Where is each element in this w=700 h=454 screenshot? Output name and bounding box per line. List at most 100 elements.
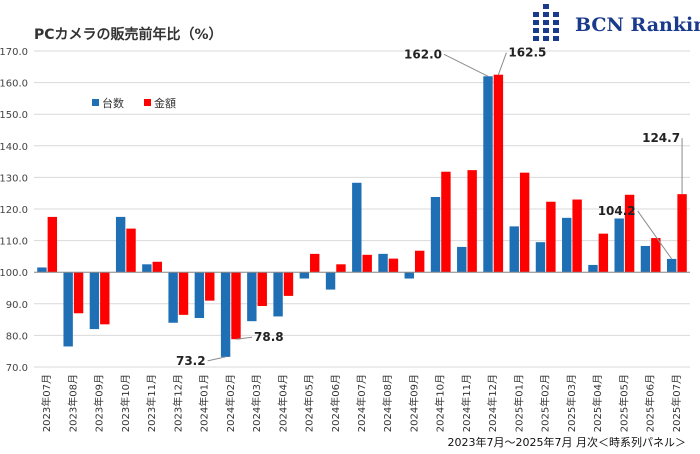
amount-bar — [414, 250, 425, 273]
x-tick-label: 2024年11月 — [460, 374, 473, 432]
units-bar — [535, 242, 546, 273]
chart-title: PCカメラの販売前年比（%） — [34, 27, 223, 43]
y-tick-label: 120.0 — [0, 205, 28, 216]
x-tick-label: 2024年06月 — [329, 374, 342, 432]
data-label: 78.8 — [254, 330, 284, 344]
units-bar — [483, 76, 493, 273]
data-label: 162.0 — [404, 47, 442, 61]
data-label: 104.2 — [598, 204, 636, 218]
units-bar — [509, 226, 519, 273]
amount-bar — [651, 238, 661, 273]
amount-bar — [205, 272, 215, 301]
x-tick-label: 2024年02月 — [224, 374, 237, 432]
units-bar — [142, 264, 152, 273]
x-tick-label: 2023年11月 — [145, 374, 158, 432]
x-tick-label: 2024年10月 — [434, 374, 447, 432]
amount-bar — [100, 272, 110, 325]
units-bar — [562, 217, 572, 273]
amount-bar — [178, 272, 189, 315]
amount-bar — [231, 272, 241, 340]
data-label: 124.7 — [642, 131, 680, 145]
brand-logo: BCN Ranking — [533, 4, 700, 46]
amount-bar — [441, 171, 451, 273]
units-bar — [168, 272, 178, 323]
x-tick-label: 2025年04月 — [591, 374, 604, 432]
y-tick-label: 170.0 — [0, 47, 28, 58]
y-tick-label: 150.0 — [0, 110, 28, 121]
annotation-leader — [637, 210, 673, 260]
legend-swatch-units — [92, 99, 99, 106]
units-bar — [614, 218, 624, 273]
amount-bar — [47, 216, 58, 273]
x-tick-label: 2024年12月 — [486, 374, 499, 432]
units-bar — [378, 253, 388, 273]
annotation-leader — [497, 52, 507, 75]
amount-bar — [598, 233, 609, 273]
units-bar — [666, 258, 677, 273]
y-tick-label: 110.0 — [0, 237, 28, 248]
y-tick-label: 90.0 — [6, 300, 28, 311]
y-tick-label: 130.0 — [0, 173, 28, 184]
amount-bar — [546, 201, 556, 273]
x-tick-label: 2024年07月 — [355, 374, 368, 432]
x-tick-label: 2024年09月 — [407, 374, 420, 432]
x-tick-label: 2023年08月 — [66, 374, 79, 432]
amount-bar — [152, 261, 162, 273]
units-bar — [247, 272, 257, 322]
amount-bar — [467, 170, 477, 273]
y-tick-label: 100.0 — [0, 268, 28, 279]
units-bar — [588, 264, 598, 273]
units-bar — [640, 245, 651, 273]
annotation-leader — [207, 356, 226, 362]
amount-bar — [677, 194, 687, 273]
amount-bar — [336, 264, 346, 273]
amount-bar — [257, 272, 267, 307]
x-tick-label: 2023年07月 — [40, 374, 53, 432]
x-tick-label: 2025年01月 — [512, 374, 525, 432]
x-tick-label: 2023年09月 — [93, 374, 106, 432]
period-caption: 2023年7月～2025年7月 月次＜時系列パネル＞ — [447, 436, 686, 449]
brand-name: BCN Ranking — [575, 14, 700, 36]
units-bar — [299, 272, 310, 279]
units-bar — [325, 272, 336, 290]
amount-bar — [310, 253, 320, 273]
y-tick-label: 160.0 — [0, 79, 28, 90]
units-bar — [457, 246, 467, 273]
amount-bar — [519, 172, 530, 273]
legend-label-amount: 金額 — [154, 96, 176, 110]
x-tick-label: 2023年12月 — [171, 374, 184, 432]
amount-bar — [493, 74, 504, 273]
y-tick-label: 80.0 — [6, 331, 28, 342]
x-tick-label: 2025年05月 — [617, 374, 630, 432]
data-label: 162.5 — [508, 46, 546, 60]
annotation-leader — [443, 53, 489, 77]
y-tick-label: 140.0 — [0, 142, 28, 153]
amount-bar — [362, 254, 372, 273]
y-tick-label: 70.0 — [6, 363, 28, 374]
x-tick-label: 2025年06月 — [644, 374, 657, 432]
x-tick-label: 2024年05月 — [303, 374, 316, 432]
units-bar — [352, 182, 362, 273]
units-bar — [273, 272, 283, 317]
units-bar — [37, 267, 47, 273]
x-tick-label: 2025年07月 — [670, 374, 683, 432]
units-bar — [430, 196, 441, 273]
amount-bar — [572, 199, 582, 273]
bcn-logo-icon — [533, 4, 559, 41]
units-bar — [115, 216, 126, 273]
x-tick-label: 2025年03月 — [565, 374, 578, 432]
x-tick-label: 2024年04月 — [276, 374, 289, 432]
units-bar — [220, 272, 231, 357]
legend-label-units: 台数 — [102, 96, 124, 110]
data-label: 73.2 — [176, 354, 206, 368]
units-bar — [89, 272, 100, 330]
x-tick-label: 2025年02月 — [539, 374, 552, 432]
x-tick-label: 2023年10月 — [119, 374, 132, 432]
amount-bar — [283, 272, 294, 296]
x-tick-label: 2024年03月 — [250, 374, 263, 432]
units-bar — [63, 272, 73, 347]
amount-bar — [388, 258, 399, 273]
amount-bar — [126, 228, 136, 273]
annotation-leader — [235, 336, 253, 340]
